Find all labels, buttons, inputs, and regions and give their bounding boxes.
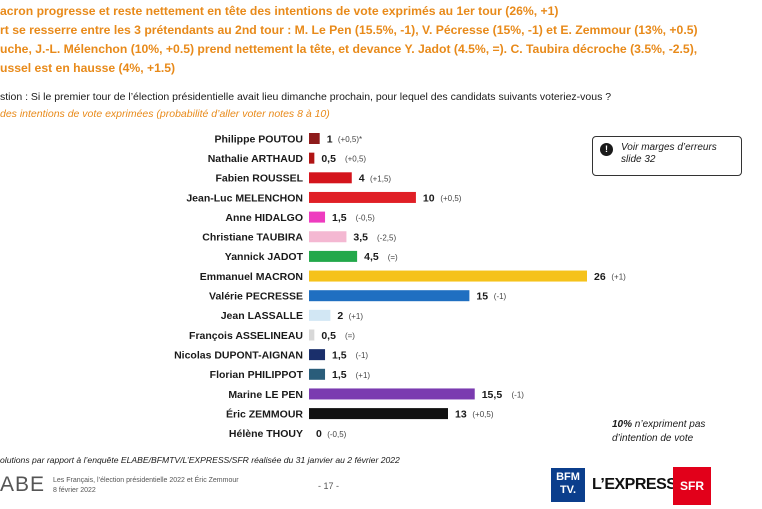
value-label: 1,5	[332, 349, 347, 361]
headline-line: rt se resserre entre les 3 prétendants a…	[0, 23, 698, 37]
bfmtv-logo: BFM TV.	[551, 468, 585, 502]
category-label: Éric ZEMMOUR	[226, 407, 303, 420]
headline-line: uche, J.-L. Mélenchon (10%, +0.5) prend …	[0, 42, 698, 56]
page-number: - 17 -	[318, 481, 340, 491]
bar	[309, 309, 331, 321]
no-intention-note: 10% n’expriment pas d’intention de vote	[612, 418, 742, 446]
change-label: (-1)	[356, 351, 369, 360]
change-label: (=)	[388, 253, 398, 262]
bar	[309, 368, 326, 380]
bar	[309, 270, 587, 282]
category-label: Yannick JADOT	[225, 251, 304, 263]
survey-question: stion : Si le premier tour de l’élection…	[0, 91, 612, 103]
change-label: (+0,5)	[440, 194, 461, 203]
tv-text: TV.	[559, 484, 577, 496]
value-label: 10	[423, 192, 435, 204]
value-label: 15	[476, 291, 488, 303]
category-label: Fabien ROUSSEL	[215, 173, 303, 185]
lexpress-logo: L’EXPRESS	[592, 476, 677, 493]
change-label: (+0,5)	[345, 155, 366, 164]
value-label: 1,5	[332, 369, 347, 381]
value-label: 3,5	[353, 232, 368, 244]
change-label: (-0,5)	[356, 214, 375, 223]
bar	[309, 152, 315, 164]
bar	[309, 329, 315, 341]
headline-line: ussel est en hausse (4%, +1.5)	[0, 61, 176, 75]
bfm-text: BFM	[556, 471, 580, 483]
bar	[309, 133, 320, 144]
footer-meta-line-1: Les Français, l’élection présidentielle …	[53, 477, 239, 484]
chart-subtitle: des intentions de vote exprimées (probab…	[0, 108, 330, 120]
category-label: Philippe POUTOU	[215, 133, 303, 145]
category-label: Nicolas DUPONT-AIGNAN	[174, 349, 303, 361]
bar	[309, 250, 358, 262]
value-label: 26	[594, 271, 606, 283]
change-label: (+1)	[611, 273, 626, 282]
change-label: (-2,5)	[377, 233, 396, 242]
footer-meta: Les Français, l’élection présidentielle …	[53, 476, 239, 496]
bar	[309, 408, 448, 420]
category-label: Christiane TAUBIRA	[202, 232, 303, 244]
value-label: 0,5	[321, 153, 336, 165]
category-label: Emmanuel MACRON	[200, 271, 303, 283]
value-label: 15,5	[482, 389, 503, 401]
info-icon: !	[600, 143, 613, 156]
category-label: Jean-Luc MELENCHON	[186, 192, 303, 204]
headline: acron progresse et reste nettement en tê…	[0, 2, 762, 78]
no-intention-percent: 10%	[612, 419, 633, 430]
change-label: (-0,5)	[327, 430, 346, 439]
value-label: 0,5	[321, 330, 336, 342]
bar	[309, 349, 326, 361]
footer-meta-line-2: 8 février 2022	[53, 487, 96, 494]
bar	[309, 211, 326, 223]
sfr-logo: SFR	[673, 467, 711, 505]
bar	[309, 191, 416, 203]
footnote: olutions par rapport à l’enquête ELABE/B…	[0, 455, 400, 465]
category-label: Nathalie ARTHAUD	[208, 153, 304, 165]
change-label: (=)	[345, 332, 355, 341]
category-label: François ASSELINEAU	[189, 330, 303, 342]
change-label: (+1)	[349, 312, 364, 321]
error-margin-note: ! Voir marges d’erreurs slide 32	[592, 136, 742, 176]
value-label: 4,5	[364, 251, 379, 263]
value-label: 4	[359, 173, 365, 185]
change-label: (-1)	[512, 390, 525, 399]
bar	[309, 388, 475, 400]
value-label: 2	[337, 310, 343, 322]
category-label: Hélène THOUY	[229, 428, 303, 440]
elabe-logo: ABE	[0, 473, 46, 496]
no-intention-text: n’expriment pas	[632, 419, 706, 430]
bar	[309, 231, 347, 243]
value-label: 0	[316, 428, 322, 440]
category-label: Valérie PECRESSE	[209, 291, 303, 303]
change-label: (+1,5)	[370, 174, 391, 183]
category-label: Jean LASSALLE	[221, 310, 303, 322]
no-intention-text-2: d’intention de vote	[612, 433, 694, 444]
change-label: (-1)	[494, 292, 507, 301]
note-line-1: Voir marges d’erreurs	[621, 142, 717, 153]
change-label: (+0,5)	[472, 410, 493, 419]
bar	[309, 172, 352, 184]
note-line-2: slide 32	[621, 154, 656, 165]
value-label: 1,5	[332, 212, 347, 224]
headline-line: acron progresse et reste nettement en tê…	[0, 4, 559, 18]
category-label: Marine LE PEN	[228, 389, 303, 401]
value-label: 13	[455, 408, 467, 420]
category-label: Florian PHILIPPOT	[210, 369, 304, 381]
value-label: 1	[327, 133, 333, 145]
change-label: (+1)	[356, 371, 371, 380]
change-label: (+0,5)*	[338, 135, 362, 144]
bar	[309, 290, 470, 302]
category-label: Anne HIDALGO	[225, 212, 303, 224]
